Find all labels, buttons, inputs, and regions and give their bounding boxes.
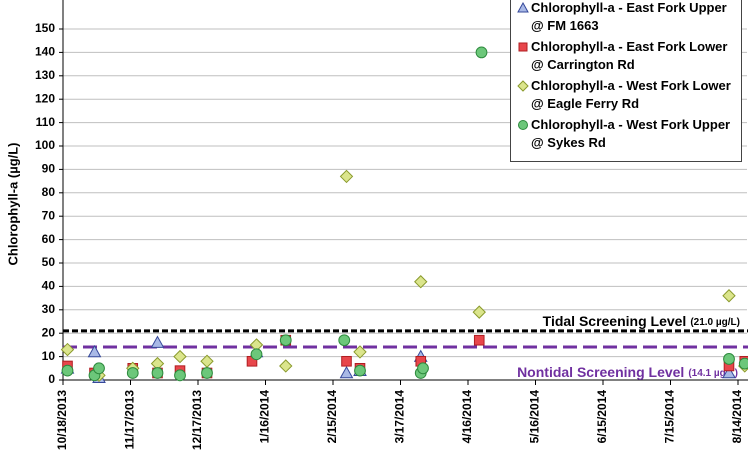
marker-circle — [201, 367, 213, 379]
marker-circle — [174, 369, 186, 382]
x-tick-label: 4/16/2014 — [460, 390, 474, 444]
marker-circle — [93, 362, 105, 375]
reference-value-label: (21.0 µg/L) — [690, 317, 740, 328]
marker-circle — [738, 357, 748, 370]
marker-circle — [126, 367, 139, 379]
reference-label-text: Nontidal Screening Level — [517, 364, 684, 380]
legend-swatch — [518, 42, 528, 52]
legend: Chlorophyll-a - East Fork Upper @ FM 166… — [510, 0, 742, 162]
marker-square — [518, 42, 528, 52]
legend-label: Chlorophyll-a - East Fork Lower @ Carrin… — [531, 39, 728, 72]
reference-label: Tidal Screening Level (21.0 µg/L) — [543, 313, 740, 329]
marker-circle — [151, 367, 164, 379]
x-tick-label: 7/15/2014 — [663, 390, 677, 444]
marker-circle — [61, 364, 74, 377]
legend-swatch — [518, 120, 528, 130]
y-tick-label: 10 — [42, 349, 56, 363]
marker-diamond — [722, 289, 736, 303]
x-tick-label: 6/15/2014 — [595, 390, 609, 444]
marker-circle — [475, 46, 488, 59]
legend-item: Chlorophyll-a - East Fork Lower @ Carrin… — [517, 38, 737, 74]
y-tick-label: 140 — [35, 45, 55, 59]
legend-label: Chlorophyll-a - West Fork Upper @ Sykes … — [531, 117, 731, 150]
marker-circle — [723, 353, 735, 365]
y-tick-label: 40 — [42, 279, 56, 293]
y-tick-label: 20 — [42, 325, 56, 339]
reference-label: Nontidal Screening Level (14.1 µg/L) — [517, 364, 738, 380]
x-tick-label: 2/15/2014 — [325, 390, 339, 444]
marker-circle — [417, 362, 429, 375]
y-tick-label: 100 — [35, 138, 55, 152]
legend-label: Chlorophyll-a - West Fork Lower @ Eagle … — [531, 78, 731, 111]
marker-triangle — [150, 335, 165, 348]
y-tick-label: 50 — [42, 255, 56, 269]
legend-label: Chlorophyll-a - East Fork Upper @ FM 166… — [531, 0, 727, 33]
legend-item: Chlorophyll-a - West Fork Lower @ Eagle … — [517, 77, 737, 113]
y-tick-label: 60 — [42, 232, 56, 246]
marker-diamond — [279, 359, 293, 373]
marker-triangle — [517, 2, 529, 13]
x-tick-label: 12/17/2013 — [190, 390, 204, 450]
marker-diamond — [173, 349, 187, 364]
reference-value-label: (14.1 µg/L) — [688, 368, 738, 379]
marker-diamond — [517, 80, 529, 92]
y-tick-label: 150 — [35, 21, 55, 35]
legend-item: Chlorophyll-a - East Fork Upper @ FM 166… — [517, 0, 737, 35]
marker-triangle — [87, 344, 102, 358]
marker-circle — [354, 364, 366, 377]
y-tick-label: 30 — [42, 302, 56, 316]
x-tick-label: 10/18/2013 — [55, 390, 69, 450]
x-tick-label: 11/17/2013 — [123, 390, 137, 450]
marker-square — [473, 334, 485, 346]
marker-circle — [250, 348, 263, 361]
marker-square — [341, 355, 352, 367]
y-tick-label: 130 — [35, 68, 55, 82]
legend-swatch — [517, 80, 529, 92]
x-tick-label: 5/16/2014 — [528, 390, 542, 444]
marker-circle — [279, 334, 292, 347]
y-tick-label: 70 — [42, 208, 56, 222]
marker-diamond — [414, 275, 428, 289]
marker-triangle — [722, 365, 736, 379]
y-tick-label: 120 — [35, 91, 55, 105]
x-tick-label: 3/17/2014 — [393, 390, 407, 444]
y-tick-label: 0 — [48, 372, 55, 386]
y-tick-label: 80 — [42, 185, 56, 199]
y-tick-label: 110 — [36, 115, 56, 129]
y-axis-label: Chlorophyll-a (µg/L) — [5, 142, 20, 265]
marker-diamond — [60, 342, 75, 357]
marker-circle — [338, 334, 351, 347]
marker-diamond — [353, 345, 367, 359]
marker-circle — [518, 120, 528, 130]
marker-diamond — [339, 169, 354, 184]
marker-diamond — [472, 305, 486, 319]
y-tick-label: 90 — [42, 162, 56, 176]
marker-triangle — [339, 365, 354, 379]
x-tick-label: 1/16/2014 — [258, 390, 272, 444]
x-tick-label: 8/14/2014 — [730, 390, 744, 444]
legend-item: Chlorophyll-a - West Fork Upper @ Sykes … — [517, 116, 737, 152]
legend-swatch — [517, 2, 529, 13]
reference-label-text: Tidal Screening Level — [543, 313, 687, 329]
